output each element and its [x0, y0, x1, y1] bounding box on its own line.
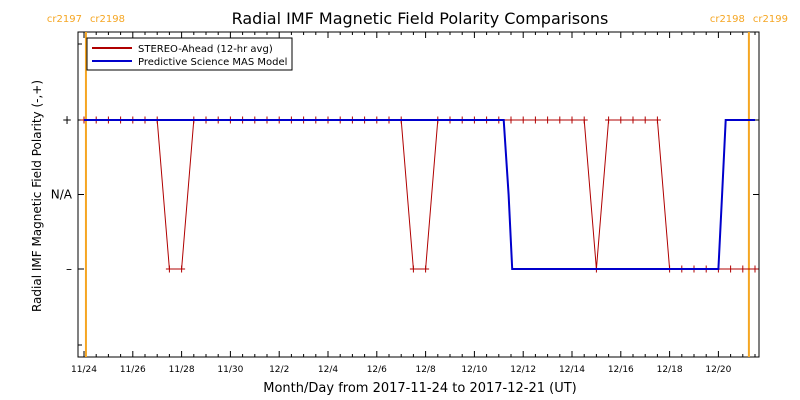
x-tick-label: 12/18 [657, 365, 683, 375]
y-axis-ticks: + N/A – [51, 43, 759, 346]
x-tick-label: 12/16 [608, 365, 634, 375]
x-tick-label: 12/6 [367, 365, 387, 375]
chart-title: Radial IMF Magnetic Field Polarity Compa… [232, 9, 609, 28]
data-point [727, 265, 735, 273]
series-line-stereo [84, 119, 755, 270]
data-point [178, 265, 186, 273]
plot-frame [77, 31, 760, 358]
cr-label-left: cr2197 [47, 14, 82, 25]
data-point [544, 116, 552, 124]
y-tick-label: – [66, 262, 72, 276]
x-tick-label: 12/14 [559, 365, 585, 375]
x-tick-label: 11/24 [71, 365, 97, 375]
x-tick-label: 12/20 [705, 365, 731, 375]
data-point [531, 116, 539, 124]
x-tick-label: 11/26 [120, 365, 146, 375]
data-point [422, 265, 430, 273]
data-point [556, 116, 564, 124]
legend: STEREO-Ahead (12-hr avg) Predictive Scie… [86, 37, 293, 71]
x-tick-label: 12/4 [318, 365, 338, 375]
x-axis-ticks: 11/24 11/26 11/28 11/30 12/2 12/4 12/6 12/8 12/1… [71, 32, 756, 375]
data-point [629, 116, 637, 124]
y-tick-label: N/A [51, 188, 73, 202]
data-point [580, 116, 588, 124]
cr-label-right: cr2199 [753, 14, 788, 25]
data-point [519, 116, 527, 124]
x-tick-label: 12/10 [461, 365, 487, 375]
x-tick-label: 12/12 [510, 365, 536, 375]
legend-label-stereo: STEREO-Ahead (12-hr avg) [138, 44, 273, 55]
legend-box [86, 37, 293, 71]
x-tick-label: 11/28 [169, 365, 195, 375]
data-point [617, 116, 625, 124]
legend-label-mas: Predictive Science MAS Model [138, 57, 287, 68]
x-tick-label: 11/30 [217, 365, 243, 375]
series-layer [80, 116, 759, 273]
data-point [568, 116, 576, 124]
x-tick-label: 12/2 [269, 365, 289, 375]
cr-label-left: cr2198 [710, 14, 745, 25]
data-point [165, 265, 173, 273]
y-tick-label: + [62, 113, 72, 127]
x-tick-label: 12/8 [415, 365, 435, 375]
data-point [653, 116, 661, 124]
data-point [641, 116, 649, 124]
carrington-rotation-markers: cr2197 cr2198 cr2198 cr2199 [47, 14, 788, 357]
data-point [751, 265, 759, 273]
cr-label-right: cr2198 [90, 14, 125, 25]
data-point [507, 116, 515, 124]
data-point [739, 265, 747, 273]
y-axis-label: Radial IMF Magnetic Field Polarity (-,+) [30, 80, 44, 312]
data-point [409, 265, 417, 273]
x-axis-label: Month/Day from 2017-11-24 to 2017-12-21 … [263, 381, 576, 396]
series-line-mas [84, 119, 755, 270]
data-point [605, 116, 613, 124]
